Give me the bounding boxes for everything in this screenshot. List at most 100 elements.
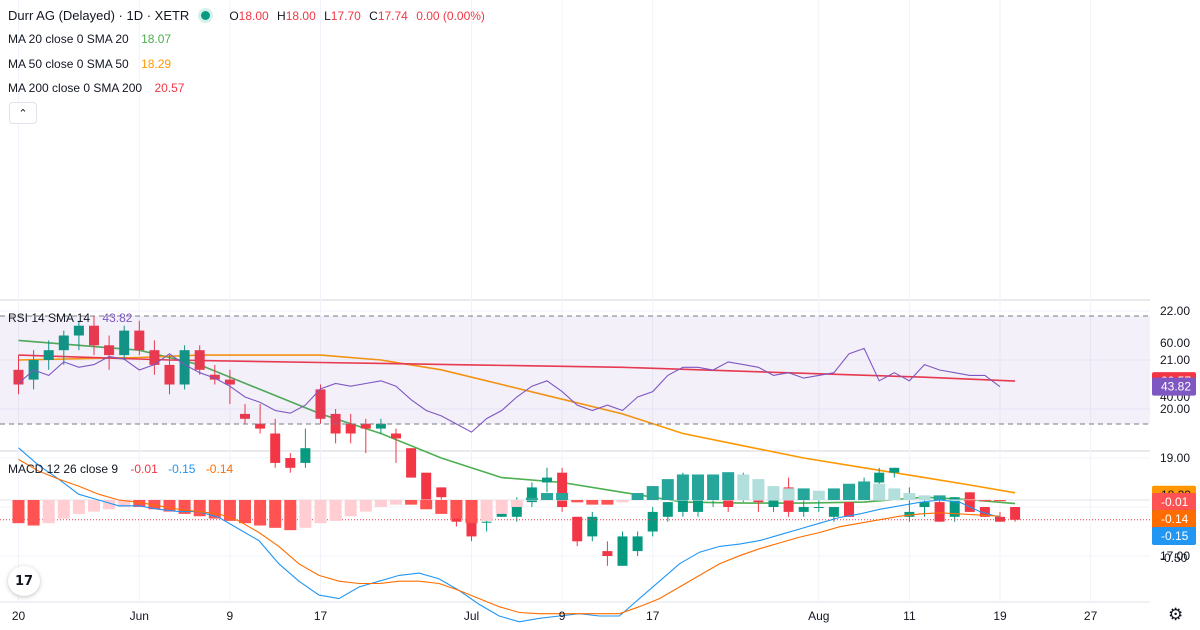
candle-body (617, 536, 628, 566)
price-tick-label: 22.00 (1160, 304, 1190, 318)
macd-line-last-value-text: -0.15 (1161, 529, 1189, 543)
candle-body (300, 448, 311, 463)
price-tick-label: 20.00 (1160, 402, 1190, 416)
legend-macd-label: MACD 12 26 close 9 (8, 462, 119, 476)
candle-body (73, 325, 84, 336)
macd-histogram-bar (843, 483, 855, 500)
ohlc-change-value: 0.00 (0.00%) (416, 8, 485, 23)
time-axis[interactable]: 20 Jun 9 17 Jul 9 17 Aug 11 19 27 (12, 609, 1098, 623)
candle (209, 364, 220, 385)
macd-signal-last-value-bg (1152, 510, 1196, 528)
candle-body (964, 492, 975, 512)
macd-histogram-bar (495, 500, 508, 514)
candle (255, 404, 266, 434)
candle (285, 453, 296, 473)
candle-body (224, 379, 235, 385)
rsi-last-value-bg (1152, 377, 1196, 396)
price-tick-label: 21.00 (1160, 353, 1190, 367)
rsi-last-value: 43.82 (1152, 377, 1196, 396)
candle-body (813, 507, 824, 508)
macd-hist-last-value-text: -0.01 (1161, 495, 1189, 509)
macd-histogram-bar (42, 500, 55, 524)
macd-histogram-bar (435, 500, 448, 514)
macd-histogram-bar (692, 474, 704, 500)
chevron-up-icon[interactable]: ⌃ (9, 102, 37, 124)
macd-histogram-bar (299, 500, 312, 528)
ohlc-open-key: O (229, 8, 239, 23)
candle (375, 418, 386, 434)
candle-body (904, 511, 915, 517)
rsi-pane[interactable] (0, 315, 1150, 433)
candle (542, 467, 552, 493)
macd-histogram-bar (284, 500, 297, 531)
macd-signal-last-value: -0.14 (1152, 510, 1196, 528)
macd-pane[interactable] (0, 447, 1150, 623)
candle-body (677, 497, 688, 512)
candle-body (436, 487, 447, 498)
candle (13, 355, 24, 395)
macd-histogram-bar (88, 500, 100, 512)
candle-body (406, 448, 417, 478)
candle-body (557, 472, 568, 507)
macd-histogram-bar (963, 500, 976, 502)
time-tick-label: 17 (314, 609, 328, 623)
legend-macd[interactable]: MACD 12 26 close 9 -0.01 -0.15 -0.14 (8, 462, 236, 476)
candle (1010, 507, 1021, 522)
macd-histogram-bar (450, 500, 463, 519)
time-tick-label: 19 (993, 609, 1007, 623)
candle-body (179, 350, 190, 385)
macd-signal-last-value-text: -0.14 (1161, 512, 1189, 526)
time-tick-label: 9 (559, 609, 566, 623)
candle-body (949, 497, 960, 517)
candle-body (511, 502, 522, 517)
macd-histogram-bar (556, 493, 569, 500)
gear-icon[interactable]: ⚙ (1168, 605, 1184, 624)
time-tick-label: 20 (12, 609, 26, 623)
macd-histogram-bar (193, 500, 206, 517)
time-tick-label: 11 (903, 609, 916, 623)
legend-rsi[interactable]: RSI 14 SMA 14 43.82 (8, 311, 135, 325)
macd-histogram-bar (510, 500, 523, 507)
ohlc-open-value: 18.00 (238, 8, 269, 23)
candle-body (526, 487, 537, 503)
candle-body (874, 472, 885, 483)
candle (240, 404, 250, 424)
tradingview-logo-icon[interactable]: 17 (8, 566, 40, 596)
legend-ma50[interactable]: MA 50 close 0 SMA 50 18.29 (8, 57, 174, 71)
candle-body (255, 423, 266, 429)
candle-body (194, 350, 205, 370)
time-tick-label: Jul (464, 609, 479, 623)
candle (89, 315, 99, 356)
macd-histogram-bar (767, 486, 780, 500)
price-tick-label: 17.00 (1160, 549, 1190, 563)
candle-body (632, 536, 643, 552)
macd-histogram-bar (994, 500, 1006, 502)
ohlc-readout: O18.00 H18.00 L17.70 C17.74 0.00 (0.00%) (224, 9, 485, 23)
candle-body (662, 502, 673, 517)
candle-body (240, 413, 250, 419)
price-axis[interactable]: 17.0018.0019.0020.0021.0022.0040.0060.00… (1150, 0, 1200, 630)
ma200-line (18, 354, 1016, 382)
candle-body (149, 350, 160, 365)
macd-histogram-bar (631, 493, 644, 500)
macd-histogram-bar (57, 500, 70, 519)
candle-body (1010, 507, 1021, 520)
macd-histogram-bar (329, 500, 342, 521)
ohlc-low-key: L (324, 8, 331, 23)
ohlc-close-key: C (369, 8, 378, 23)
macd-histogram-bar (254, 500, 267, 526)
legend-ma20[interactable]: MA 20 close 0 SMA 20 18.07 (8, 32, 174, 46)
macd-histogram-bar (812, 490, 825, 500)
legend-ma200[interactable]: MA 200 close 0 SMA 200 20.57 (8, 81, 187, 95)
price-pane[interactable] (0, 315, 1150, 566)
macd-histogram-bar (314, 500, 327, 524)
candle-body (889, 467, 900, 473)
symbol-title[interactable]: Durr AG (Delayed) · 1D · XETR (8, 8, 190, 23)
macd-signal-line (18, 458, 1001, 615)
candle (149, 340, 160, 375)
candle-body (828, 507, 839, 517)
macd-histogram-bar (737, 474, 750, 500)
macd-histogram-bar (661, 479, 674, 500)
macd-histogram-bar (133, 500, 146, 507)
